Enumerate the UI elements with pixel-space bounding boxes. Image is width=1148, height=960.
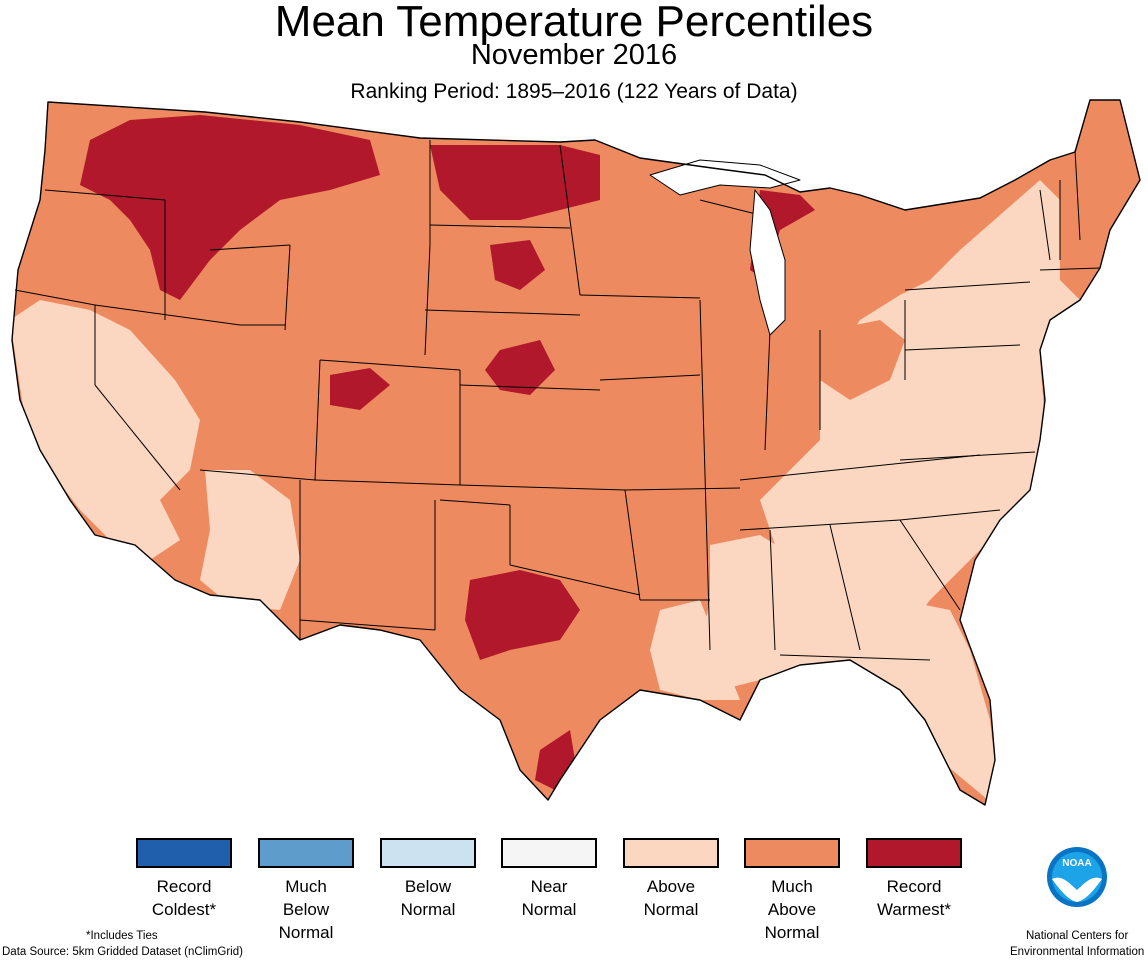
border-wy-west: [284, 244, 291, 331]
border-ok-east: [624, 489, 641, 601]
arizona-above-area: [200, 470, 300, 610]
border-co-north: [319, 359, 461, 371]
legend-swatch: [136, 838, 232, 868]
border-red-river: [509, 564, 641, 596]
border-ca-az-diag: [94, 384, 181, 491]
border-ms-al: [769, 529, 776, 651]
montana-record-area: [80, 115, 380, 300]
legend-swatch: [744, 838, 840, 868]
border-ia-mo: [599, 374, 701, 381]
map-fill-layer: [12, 100, 1140, 805]
noaa-logo-icon: NOAA: [1047, 847, 1107, 907]
border-mn-west: [559, 144, 581, 296]
legend-item: Record Warmest*: [858, 838, 970, 921]
southeast-above-area: [700, 535, 1000, 805]
noaa-logo-bird: [1052, 877, 1102, 902]
legend-label: Much Above Normal: [764, 877, 820, 942]
ohio-much-above-area: [820, 320, 905, 400]
border-co-south: [314, 479, 461, 486]
border-me-nh: [1074, 149, 1081, 241]
legend-item: Above Normal: [615, 838, 727, 921]
border-mn-ia: [579, 294, 701, 299]
california-above-area: [12, 300, 200, 560]
ties-note: *Includes Ties: [86, 930, 158, 942]
border-ga-sc: [899, 519, 961, 611]
border-four-corners-row: [199, 469, 316, 481]
border-ny-vt: [1039, 189, 1051, 261]
north-dakota-record-area: [430, 145, 600, 220]
map-title: Mean Temperature Percentiles: [274, 0, 874, 46]
lake-michigan: [749, 189, 786, 336]
legend-swatch: [258, 838, 354, 868]
border-va-nc: [899, 451, 1036, 461]
border-il-in: [764, 329, 771, 451]
legend-label: Record Warmest*: [877, 877, 951, 919]
legend-item: Much Above Normal: [736, 838, 848, 944]
border-ok-panhandle: [439, 499, 511, 506]
ranking-period: Ranking Period: 1895–2016 (122 Years of …: [350, 80, 798, 103]
legend-swatch: [866, 838, 962, 868]
colorado-record-area: [330, 368, 390, 410]
border-nd-sd: [429, 224, 571, 229]
border-nm-tx-south: [299, 619, 436, 631]
legend-label: Much Below Normal: [278, 877, 334, 942]
border-pa-south: [904, 344, 1021, 351]
border-wi-mi: [699, 199, 761, 216]
agency-line2: Environmental Information: [1010, 946, 1145, 958]
border-mississippi-river: [699, 299, 711, 651]
louisiana-above-area: [650, 600, 740, 700]
legend-item: Below Normal: [372, 838, 484, 921]
map-subtitle: November 2016: [470, 39, 678, 71]
legend-swatch: [623, 838, 719, 868]
border-ma-south: [1039, 267, 1101, 271]
legend-swatch: [501, 838, 597, 868]
legend-item: Much Below Normal: [250, 838, 362, 944]
maine-above-area: [1070, 110, 1140, 210]
kansas-record-area: [485, 340, 555, 395]
south-dakota-record-area: [490, 240, 545, 290]
border-al-ga: [829, 524, 861, 651]
border-id-nv: [94, 304, 241, 326]
legend-label: Above Normal: [643, 877, 699, 919]
border-ut-co: [314, 359, 321, 481]
us-temperature-map: [11, 99, 1141, 806]
data-source: Data Source: 5km Gridded Dataset (nClimG…: [2, 946, 243, 958]
border-wy-east: [424, 244, 431, 356]
noaa-logo-text: NOAA: [1062, 858, 1091, 869]
legend-label: Record Coldest*: [151, 877, 217, 919]
border-mt-south: [209, 244, 291, 251]
border-tn-south: [739, 519, 901, 531]
border-fl-north: [779, 654, 931, 661]
border-wa-or: [44, 189, 166, 201]
legend-item: Near Normal: [493, 838, 605, 921]
border-sd-ne: [424, 309, 581, 316]
border-nc-sc: [899, 509, 1001, 521]
border-tn-ky: [739, 454, 981, 481]
border-pa-ny: [904, 281, 1031, 291]
texas-record-area: [465, 570, 580, 660]
legend-item: Record Coldest*: [128, 838, 240, 921]
border-mo-ar: [624, 487, 741, 491]
west-texas-above-area: [390, 660, 440, 710]
legend-label: Near Normal: [521, 877, 577, 919]
border-ks-south: [459, 484, 626, 491]
state-borders: [11, 99, 1141, 806]
border-or-ca: [14, 289, 96, 306]
border-ne-ks: [459, 384, 601, 391]
agency-line1: National Centers for: [1026, 930, 1129, 942]
legend-label: Below Normal: [400, 877, 456, 919]
legend-swatch: [380, 838, 476, 868]
